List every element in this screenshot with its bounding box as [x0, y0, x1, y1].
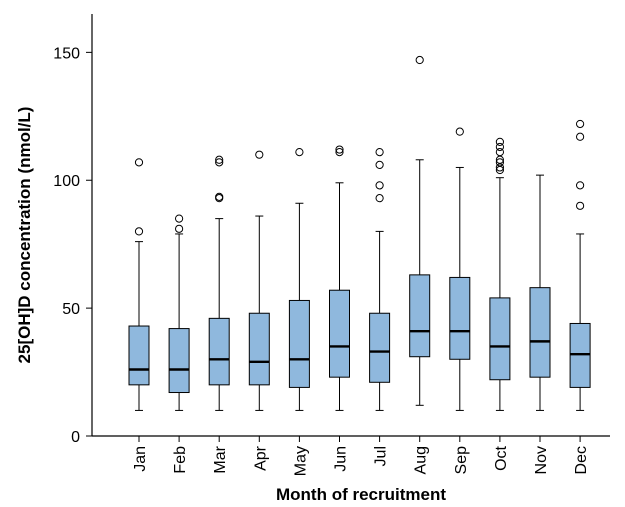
x-tick-label: Aug [413, 446, 430, 474]
y-tick-label: 0 [71, 429, 80, 446]
outlier-point [576, 181, 585, 190]
iqr-box [248, 312, 270, 386]
outlier-point [375, 194, 384, 203]
iqr-box [208, 317, 230, 386]
y-tick-label: 50 [62, 301, 80, 318]
x-tick-label: Oct [493, 445, 510, 470]
x-axis-title: Month of recruitment [276, 485, 446, 504]
outlier-point [295, 148, 304, 157]
box-group-aug [409, 55, 431, 406]
outlier-point [576, 201, 585, 210]
box-group-feb [168, 214, 190, 411]
box-group-nov [529, 174, 551, 411]
iqr-box [168, 328, 190, 394]
outlier-point [576, 132, 585, 141]
outlier-point [335, 148, 344, 157]
x-tick-label: May [292, 446, 309, 476]
iqr-box [489, 297, 511, 381]
box-group-apr [248, 150, 270, 411]
x-tick-label: Jun [333, 446, 350, 472]
outlier-point [375, 148, 384, 157]
outlier-point [215, 192, 224, 201]
outlier-point [134, 158, 144, 167]
outlier-point [335, 145, 344, 154]
x-tick-label: Jul [373, 446, 390, 466]
outlier-point [215, 158, 224, 167]
outlier-point [134, 227, 144, 236]
x-tick-label: Nov [533, 446, 550, 474]
outlier-point [495, 137, 504, 146]
outlier-point [455, 127, 464, 136]
box-series [128, 55, 591, 411]
box-group-sep [449, 127, 471, 411]
outlier-point [576, 119, 585, 129]
box-group-jul [369, 148, 391, 411]
iqr-box [128, 325, 150, 386]
x-tick-label: Dec [573, 446, 590, 474]
outlier-point [495, 148, 504, 157]
y-axis: 0 50 100 150 [53, 14, 93, 446]
iqr-box [529, 287, 551, 378]
box-group-may [288, 148, 310, 411]
box-group-jun [329, 145, 350, 411]
outlier-point [415, 55, 424, 65]
box-group-mar [208, 155, 230, 411]
x-tick-label: Sep [453, 446, 470, 475]
box-group-oct [489, 137, 511, 411]
x-tick-label: Jan [132, 446, 149, 472]
outlier-point [375, 181, 384, 190]
iqr-box [329, 289, 350, 378]
outlier-point [175, 224, 184, 233]
iqr-box [288, 299, 310, 388]
x-tick-label: Feb [172, 446, 189, 474]
outlier-point [375, 160, 384, 169]
y-tick-label: 150 [53, 45, 80, 62]
x-tick-label: Apr [252, 445, 269, 471]
box-group-dec [569, 119, 591, 411]
iqr-box [569, 322, 591, 388]
outlier-point [495, 142, 504, 152]
iqr-box [409, 274, 431, 358]
y-axis-title: 25[OH]D concentration (nmol/L) [15, 107, 34, 364]
x-tick-label: Mar [212, 445, 229, 473]
outlier-point [215, 155, 224, 164]
y-tick-label: 100 [53, 173, 80, 190]
iqr-box [449, 276, 471, 360]
box-group-jan [128, 158, 150, 411]
iqr-box [369, 312, 391, 383]
outlier-point [495, 158, 504, 167]
x-axis: Jan Feb Mar Apr May Jun Jul Aug Sep Oct Nov Dec [92, 435, 610, 476]
outlier-point [175, 214, 184, 223]
outlier-point [255, 150, 264, 159]
